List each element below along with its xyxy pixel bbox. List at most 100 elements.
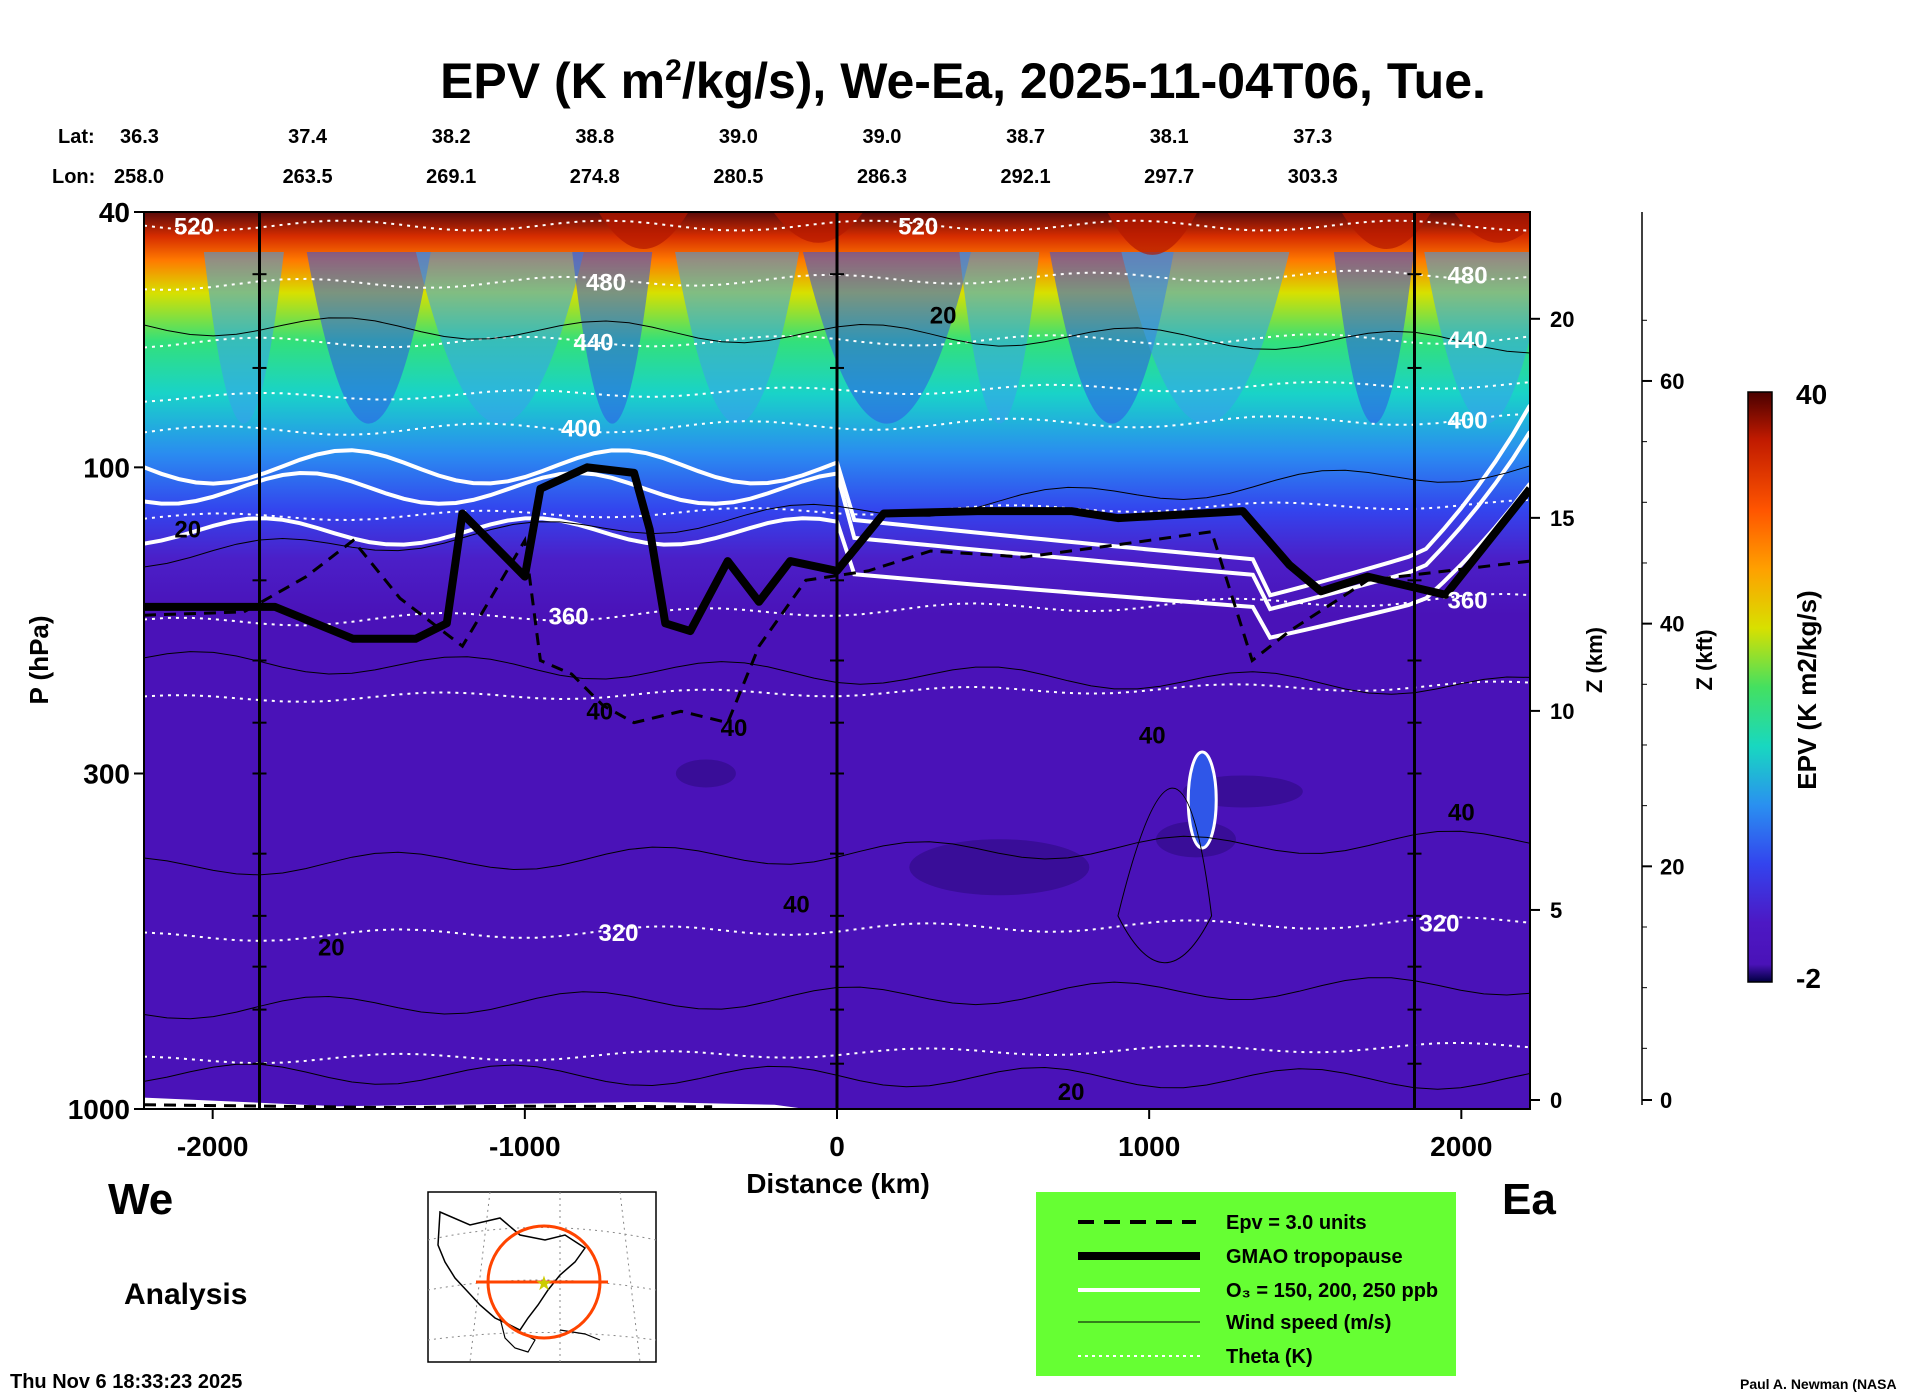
lon-value: 269.1 [426,166,476,188]
theta-label: 360 [1448,587,1488,614]
wind-speed-label: 40 [721,715,748,742]
epv-plume [802,252,971,424]
y-axis-label: P (hPa) [24,615,54,704]
lat-value: 38.1 [1150,126,1189,148]
epv-plume [203,252,284,424]
theta-label: 320 [1419,910,1459,937]
colorbar: 40 -2 EPV (K m2/kg/s) [1747,379,1827,994]
epv-patch [909,839,1090,896]
colorbar-label: EPV (K m2/kg/s) [1792,590,1822,789]
theta-label: 320 [598,920,638,947]
x-axis-label: Distance (km) [746,1168,930,1199]
legend-ozone-text: O₃ = 150, 200, 250 ppb [1226,1280,1438,1302]
lon-value: 286.3 [857,166,907,188]
theta-labels: 520 520 480 480 440 440 400 400 360 360 320 320 [174,214,1488,947]
lat-value: 37.4 [288,126,328,148]
legend-wind-text: Wind speed (m/s) [1226,1312,1391,1334]
z-km-tick-label: 5 [1550,898,1562,923]
theta-label: 440 [573,330,613,357]
colorbar-gradient [1747,391,1773,983]
lat-label: Lat: [58,126,95,148]
lat-value: 36.3 [120,126,159,148]
z-kft-tick-label: 60 [1660,369,1684,394]
z-km-axis: 0 5 10 15 20 [1530,307,1574,1113]
z-km-label: Z (km) [1582,627,1607,693]
lat-value: 37.3 [1293,126,1332,148]
lat-value: 38.8 [575,126,614,148]
wind-speed-label: 20 [318,934,345,961]
colorbar-max-label: 40 [1796,379,1827,410]
lon-label: Lon: [52,166,95,188]
epv-contour-surface [144,1103,713,1109]
z-km-tick-label: 15 [1550,506,1574,531]
ozone-intrusion [1186,750,1218,850]
legend-epv-text: Epv = 3.0 units [1226,1212,1367,1234]
legend-box: Epv = 3.0 units GMAO tropopause O₃ = 150… [1036,1192,1456,1376]
y-axis: 40 100 300 1000 [68,197,144,1125]
epv-plume [572,252,653,424]
chart-title: EPV (K m2/kg/s), We-Ea, 2025-11-04T06, T… [440,53,1486,109]
x-tick-label: 1000 [1118,1131,1180,1162]
y-tick-label: 40 [99,197,130,228]
epv-streamer [1453,212,1530,243]
east-station-label: Ea [1502,1175,1556,1224]
z-kft-tick-label: 20 [1660,854,1684,879]
lat-value: 39.0 [863,126,902,148]
epv-patch [675,759,736,788]
x-axis: -2000 -1000 0 1000 2000 [177,1109,1492,1162]
epv-plume [1121,252,1290,424]
section-markers [252,212,1422,1109]
theta-label: 400 [561,416,601,443]
wind-speed-label: 40 [1139,723,1166,750]
epv-plume [306,252,431,424]
map-frame [427,1191,657,1363]
epv-plume [675,252,800,424]
inset-map: ★ [427,1191,657,1363]
lon-value: 280.5 [713,166,763,188]
lon-value: 258.0 [114,166,164,188]
z-kft-tick-label: 0 [1660,1088,1672,1113]
z-kft-tick-label: 40 [1660,612,1684,637]
z-km-tick-label: 0 [1550,1088,1562,1113]
z-km-tick-label: 20 [1550,307,1574,332]
map-coastline [437,1210,587,1331]
wind-jet-core [1117,787,1213,964]
wind-speed-label: 20 [1058,1079,1085,1106]
x-tick-label: -1000 [489,1131,561,1162]
tropopause [144,463,1530,643]
theta-label: 360 [549,604,589,631]
wind-speed-label: 20 [174,517,201,544]
epv-streamer [773,212,864,243]
legend-theta-text: Theta (K) [1226,1346,1313,1368]
wind-speed-label: 40 [783,891,810,918]
epv-dashed-contours [144,530,1530,1109]
z-kft-axis: 0 20 40 60 [1641,212,1684,1113]
z-km-tick-label: 10 [1550,699,1574,724]
x-tick-label: -2000 [177,1131,249,1162]
wind-speed-label: 40 [586,698,613,725]
tropopause-line [144,463,1530,643]
lat-value: 38.7 [1006,126,1045,148]
colorbar-min-label: -2 [1796,963,1821,994]
theta-label: 480 [1448,263,1488,290]
lon-value: 274.8 [570,166,620,188]
credit: Paul A. Newman (NASA [1740,1376,1897,1392]
wind-speed-label: 40 [1448,799,1475,826]
plot-panel: 20 20 40 40 40 40 40 20 20 520 520 480 480 440 440 400… [143,211,1531,1110]
timestamp: Thu Nov 6 18:33:23 2025 [10,1371,242,1393]
latlon-header: 36.3 37.4 38.2 38.8 39.0 39.0 38.7 38.1 37.3 258.… [114,126,1338,188]
z-kft-label: Z (kft) [1692,629,1717,690]
y-tick-label: 100 [83,452,130,483]
lon-value: 303.3 [1288,166,1338,188]
wind-speed-label: 20 [930,303,957,330]
lon-value: 263.5 [283,166,333,188]
theta-label: 520 [174,214,214,241]
y-tick-label: 1000 [68,1094,130,1125]
theta-label: 520 [898,214,938,241]
epv-streamer [598,212,689,249]
lat-value: 39.0 [719,126,758,148]
lon-value: 297.7 [1144,166,1194,188]
x-tick-label: 2000 [1430,1131,1492,1162]
map-star-icon: ★ [535,1271,553,1295]
